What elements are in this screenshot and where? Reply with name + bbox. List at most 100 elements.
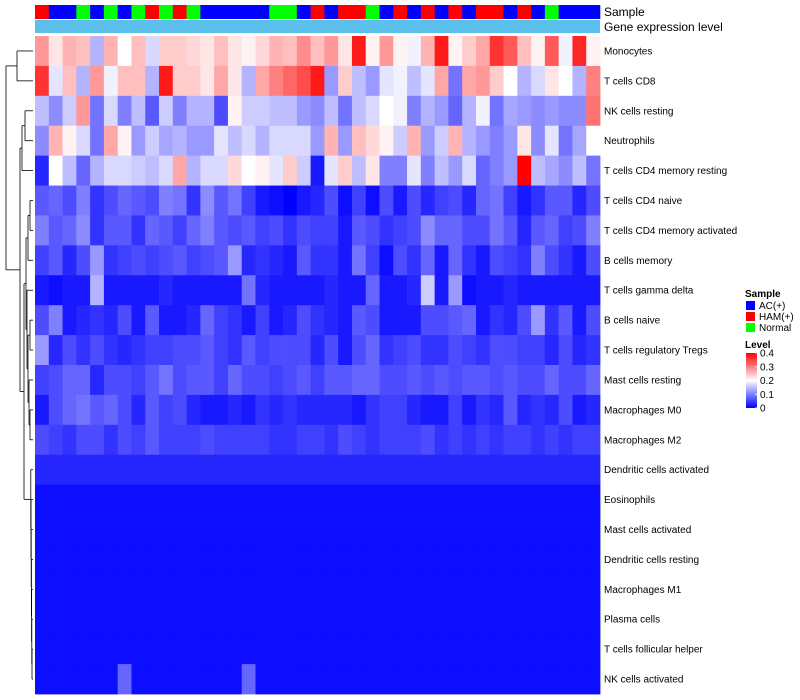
heatmap-cell (241, 514, 256, 545)
heatmap-cell (544, 335, 560, 366)
heatmap-cell (186, 544, 201, 575)
heatmap-cell (351, 365, 367, 396)
heatmap-cell (76, 185, 91, 216)
heatmap-cell (407, 36, 422, 67)
heatmap-cell (407, 245, 422, 276)
heatmap-cell (283, 185, 298, 216)
heatmap-cell (35, 424, 50, 456)
heatmap-cell (145, 574, 160, 605)
heatmap-cell (462, 365, 477, 396)
heatmap-cell (255, 574, 270, 605)
heatmap-cell (379, 365, 394, 396)
heatmap-cell (172, 36, 187, 67)
heatmap-cell (131, 95, 146, 127)
heatmap-cell (48, 394, 63, 426)
heatmap-cell (159, 275, 174, 306)
heatmap-cell (489, 424, 504, 456)
heatmap-cell (172, 664, 187, 695)
colorbar-tick-label: 0.2 (760, 376, 774, 387)
sample-annotation-cell (351, 5, 367, 19)
heatmap-cell (241, 36, 256, 67)
heatmap-cell (503, 454, 518, 486)
heatmap-cell (131, 275, 146, 306)
heatmap-cell (544, 36, 560, 67)
heatmap-cell (558, 215, 573, 246)
heatmap-cell (48, 484, 63, 515)
heatmap-cell (462, 155, 477, 186)
heatmap-cell (241, 634, 256, 665)
heatmap-cell (407, 335, 422, 366)
heatmap-cell (379, 544, 394, 575)
heatmap-cell (462, 305, 477, 336)
heatmap-cell (255, 245, 270, 276)
heatmap-cell (62, 514, 77, 545)
heatmap-cell (296, 36, 312, 67)
heatmap-cell (544, 394, 560, 426)
heatmap-cell (310, 424, 325, 456)
heatmap-cell (365, 185, 380, 216)
heatmap-cell (517, 155, 532, 186)
heatmap-cell (296, 664, 312, 695)
heatmap-cell (324, 514, 339, 545)
heatmap-cell (365, 574, 380, 605)
heatmap-cell (296, 634, 312, 665)
heatmap-cell (227, 454, 243, 486)
sample-annotation-cell (489, 5, 504, 19)
legend-item-label: Normal (759, 323, 791, 334)
heatmap-cell (503, 95, 518, 127)
row-label: Macrophages M2 (604, 435, 682, 446)
heatmap-cell (365, 634, 380, 665)
heatmap-cell (48, 36, 63, 67)
heatmap-cell (200, 484, 215, 515)
heatmap-cell (172, 155, 187, 186)
heatmap-cell (62, 275, 77, 306)
heatmap-cell (393, 544, 408, 575)
heatmap-cell (586, 365, 601, 396)
heatmap-cell (255, 604, 270, 635)
heatmap-cell (214, 365, 229, 396)
heatmap-cell (48, 514, 63, 545)
heatmap-cell (62, 484, 77, 515)
heatmap-cell (407, 664, 422, 695)
heatmap-cell (48, 574, 63, 605)
heatmap-cell (200, 275, 215, 306)
heatmap-cell (186, 454, 201, 486)
heatmap-cell (489, 275, 504, 306)
heatmap-cell (90, 245, 105, 276)
heatmap-cell (214, 634, 229, 665)
sample-annotation-cell (296, 5, 311, 19)
sample-annotation-cell (434, 5, 449, 19)
heatmap-cell (186, 185, 201, 216)
heatmap-cell (379, 155, 394, 186)
legend-sample: Sample AC(+)HAM(+)Normal (745, 289, 794, 334)
heatmap-cell (586, 544, 601, 575)
heatmap-cell (407, 125, 422, 157)
heatmap-cell (131, 394, 146, 426)
heatmap-cell (62, 574, 77, 605)
heatmap-cell (283, 125, 298, 157)
heatmap-cell (324, 95, 339, 127)
legend-swatch (746, 312, 755, 321)
heatmap-cell (365, 394, 380, 426)
heatmap-cell (572, 335, 587, 366)
heatmap-cell (269, 664, 284, 695)
heatmap-cell (48, 664, 63, 695)
heatmap-cell (462, 245, 477, 276)
heatmap-cell (558, 65, 573, 97)
heatmap-cell (420, 305, 436, 336)
heatmap-cell (393, 424, 408, 456)
sample-annotation-cell (269, 5, 284, 19)
heatmap-cell (531, 185, 546, 216)
heatmap-cell (475, 155, 491, 186)
heatmap-cell (434, 95, 449, 127)
heatmap-cell (241, 125, 256, 157)
heatmap-cell (379, 634, 394, 665)
heatmap-cell (35, 604, 50, 635)
heatmap-cell (462, 424, 477, 456)
heatmap-cell (145, 185, 160, 216)
heatmap-cell (296, 335, 312, 366)
heatmap-cell (296, 155, 312, 186)
heatmap-cell (200, 185, 215, 216)
heatmap-cell (572, 544, 587, 575)
heatmap-cell (420, 335, 436, 366)
